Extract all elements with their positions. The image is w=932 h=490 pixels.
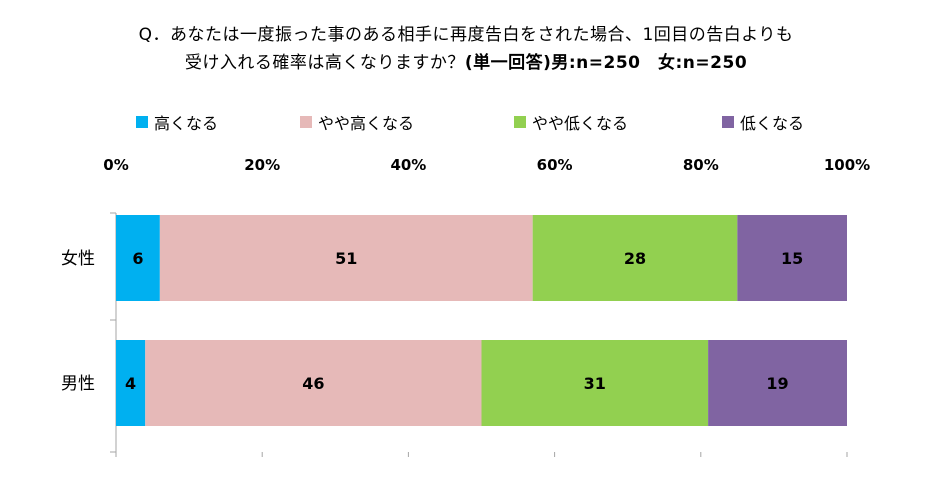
legend-label-high: 高くなる: [154, 114, 219, 133]
category-label: 男性: [61, 374, 95, 394]
x-tick-label: 60%: [537, 156, 573, 174]
bar-segment-slightly-high: [159, 215, 533, 301]
legend-swatch-slightly-low: [514, 116, 526, 128]
chart-title-line1: Q．あなたは一度振った事のある相手に再度告白をされた場合、1回目の告白よりも: [138, 25, 794, 45]
x-tick-label: 0%: [103, 156, 128, 174]
legend-label-low: 低くなる: [740, 114, 805, 133]
data-label-high: 6: [132, 249, 143, 268]
legend-item-slightly-low: やや低くなる: [514, 110, 628, 134]
chart-legend: 高くなる やや高くなる やや低くなる 低くなる: [0, 110, 932, 134]
data-label-slightly-low: 31: [584, 374, 606, 393]
x-tick-label: 20%: [244, 156, 280, 174]
data-label-slightly-high: 46: [302, 374, 324, 393]
data-label-low: 15: [781, 249, 803, 268]
chart-title-question: 受け入れる確率は高くなりますか？: [184, 53, 465, 73]
chart-title-sample-note: (単一回答)男:n=250 女:n=250: [464, 53, 748, 73]
chart-title-line2: 受け入れる確率は高くなりますか？(単一回答)男:n=250 女:n=250: [0, 48, 932, 73]
x-tick-label: 100%: [824, 156, 870, 174]
bar-segment-low: [708, 340, 847, 426]
bar-segment-high: [116, 340, 146, 426]
legend-item-slightly-high: やや高くなる: [300, 110, 414, 134]
legend-label-slightly-high: やや高くなる: [318, 114, 415, 133]
bar-segment-low: [737, 215, 847, 301]
legend-item-high: 高くなる: [136, 110, 218, 134]
legend-swatch-high: [136, 116, 148, 128]
x-tick-label: 80%: [683, 156, 719, 174]
x-tick-label: 40%: [390, 156, 426, 174]
bar-segment-slightly-low: [532, 215, 738, 301]
legend-swatch-slightly-high: [300, 116, 312, 128]
data-label-slightly-low: 28: [624, 249, 646, 268]
data-label-high: 4: [125, 374, 136, 393]
bar-segment-slightly-high: [145, 340, 482, 426]
bar-segment-slightly-low: [481, 340, 709, 426]
legend-swatch-low: [722, 116, 734, 128]
data-label-low: 19: [766, 374, 788, 393]
legend-label-slightly-low: やや低くなる: [532, 114, 629, 133]
bar-segment-high: [116, 215, 160, 301]
legend-item-low: 低くなる: [722, 110, 804, 134]
category-label: 女性: [61, 249, 95, 269]
data-label-slightly-high: 51: [335, 249, 357, 268]
